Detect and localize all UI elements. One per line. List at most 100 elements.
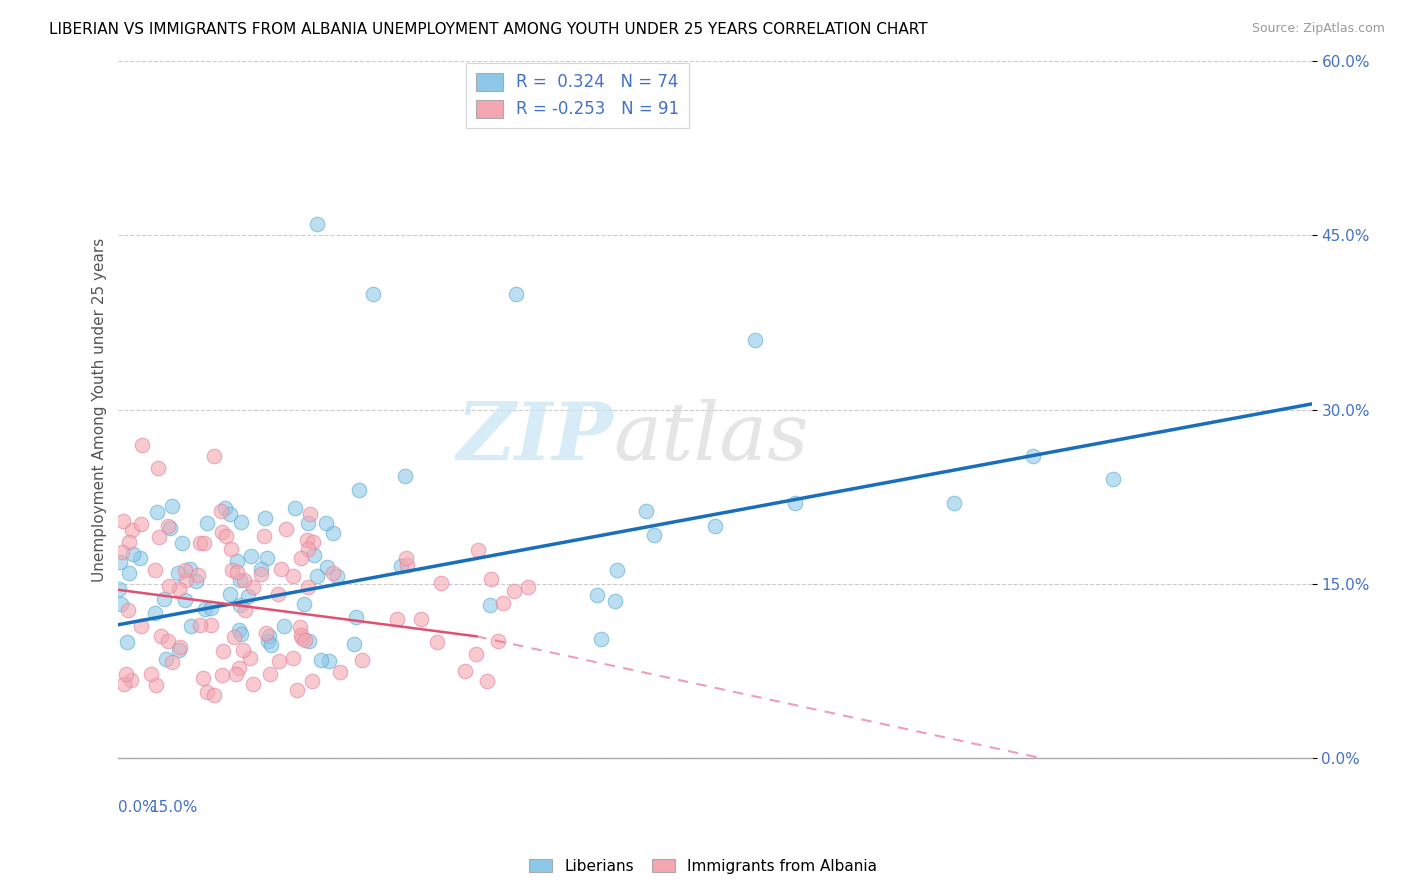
Point bbox=[111, 544, 134, 558]
Point bbox=[260, 639, 283, 653]
Point bbox=[467, 542, 489, 557]
Point bbox=[409, 612, 432, 626]
Point bbox=[636, 504, 658, 518]
Point bbox=[219, 542, 242, 557]
Point bbox=[148, 531, 170, 545]
Text: ZIP: ZIP bbox=[457, 399, 613, 476]
Point bbox=[1022, 449, 1045, 463]
Point bbox=[395, 558, 418, 572]
Point bbox=[284, 501, 307, 516]
Point bbox=[783, 496, 806, 510]
Point bbox=[316, 560, 339, 574]
Point bbox=[254, 626, 277, 640]
Point bbox=[193, 536, 215, 550]
Point bbox=[214, 529, 236, 543]
Point bbox=[252, 529, 274, 543]
Point bbox=[242, 580, 264, 594]
Point bbox=[256, 550, 278, 565]
Point bbox=[257, 629, 280, 643]
Point bbox=[1101, 473, 1123, 487]
Point bbox=[169, 642, 191, 657]
Point bbox=[143, 563, 166, 577]
Point bbox=[222, 631, 245, 645]
Point bbox=[141, 667, 163, 681]
Point bbox=[295, 533, 318, 547]
Point bbox=[218, 508, 240, 522]
Point bbox=[200, 600, 222, 615]
Point bbox=[173, 563, 195, 577]
Legend: Liberians, Immigrants from Albania: Liberians, Immigrants from Albania bbox=[523, 853, 883, 880]
Point bbox=[302, 534, 325, 549]
Point bbox=[267, 654, 290, 668]
Point bbox=[297, 516, 319, 531]
Point bbox=[479, 573, 502, 587]
Point bbox=[232, 573, 254, 587]
Point bbox=[143, 606, 166, 620]
Point bbox=[322, 525, 344, 540]
Point bbox=[180, 619, 202, 633]
Text: atlas: atlas bbox=[613, 399, 808, 476]
Point bbox=[131, 437, 153, 451]
Point bbox=[256, 634, 278, 648]
Point bbox=[228, 624, 250, 638]
Text: 15.0%: 15.0% bbox=[149, 800, 198, 815]
Point bbox=[221, 563, 243, 577]
Point bbox=[505, 286, 527, 301]
Point bbox=[259, 666, 281, 681]
Point bbox=[239, 549, 262, 563]
Point bbox=[267, 587, 290, 601]
Point bbox=[162, 656, 184, 670]
Point bbox=[129, 516, 152, 531]
Point bbox=[292, 597, 315, 611]
Point bbox=[270, 562, 292, 576]
Point bbox=[121, 523, 143, 537]
Point bbox=[454, 665, 477, 679]
Point bbox=[117, 603, 139, 617]
Point bbox=[281, 650, 304, 665]
Point bbox=[172, 536, 194, 550]
Point bbox=[194, 602, 217, 616]
Point bbox=[744, 333, 766, 347]
Point bbox=[273, 619, 295, 633]
Point bbox=[503, 584, 526, 599]
Point bbox=[157, 579, 180, 593]
Point bbox=[209, 503, 232, 517]
Text: LIBERIAN VS IMMIGRANTS FROM ALBANIA UNEMPLOYMENT AMONG YOUTH UNDER 25 YEARS CORR: LIBERIAN VS IMMIGRANTS FROM ALBANIA UNEM… bbox=[49, 22, 928, 37]
Point bbox=[159, 521, 181, 535]
Point bbox=[307, 217, 329, 231]
Point bbox=[160, 499, 183, 513]
Point bbox=[250, 567, 273, 582]
Point bbox=[517, 580, 540, 594]
Point bbox=[118, 566, 141, 580]
Point bbox=[603, 593, 626, 607]
Point bbox=[385, 612, 408, 626]
Point bbox=[475, 674, 498, 689]
Point bbox=[347, 483, 370, 498]
Point bbox=[211, 524, 233, 539]
Point bbox=[585, 588, 607, 602]
Point bbox=[290, 628, 312, 642]
Point bbox=[253, 511, 276, 525]
Point bbox=[129, 551, 152, 566]
Point bbox=[942, 496, 965, 510]
Point bbox=[394, 469, 416, 483]
Point bbox=[211, 667, 233, 681]
Point bbox=[389, 559, 412, 574]
Text: Source: ZipAtlas.com: Source: ZipAtlas.com bbox=[1251, 22, 1385, 36]
Text: 0.0%: 0.0% bbox=[118, 800, 157, 815]
Point bbox=[236, 589, 259, 603]
Point bbox=[228, 661, 250, 675]
Point bbox=[110, 597, 132, 611]
Point bbox=[188, 535, 211, 549]
Point bbox=[229, 598, 252, 612]
Point bbox=[318, 654, 340, 668]
Point bbox=[173, 593, 195, 607]
Point bbox=[430, 575, 453, 590]
Point bbox=[202, 688, 225, 702]
Point bbox=[184, 574, 207, 588]
Point bbox=[326, 568, 349, 582]
Point bbox=[193, 671, 215, 685]
Point bbox=[195, 685, 218, 699]
Point bbox=[297, 541, 319, 556]
Point bbox=[704, 519, 727, 533]
